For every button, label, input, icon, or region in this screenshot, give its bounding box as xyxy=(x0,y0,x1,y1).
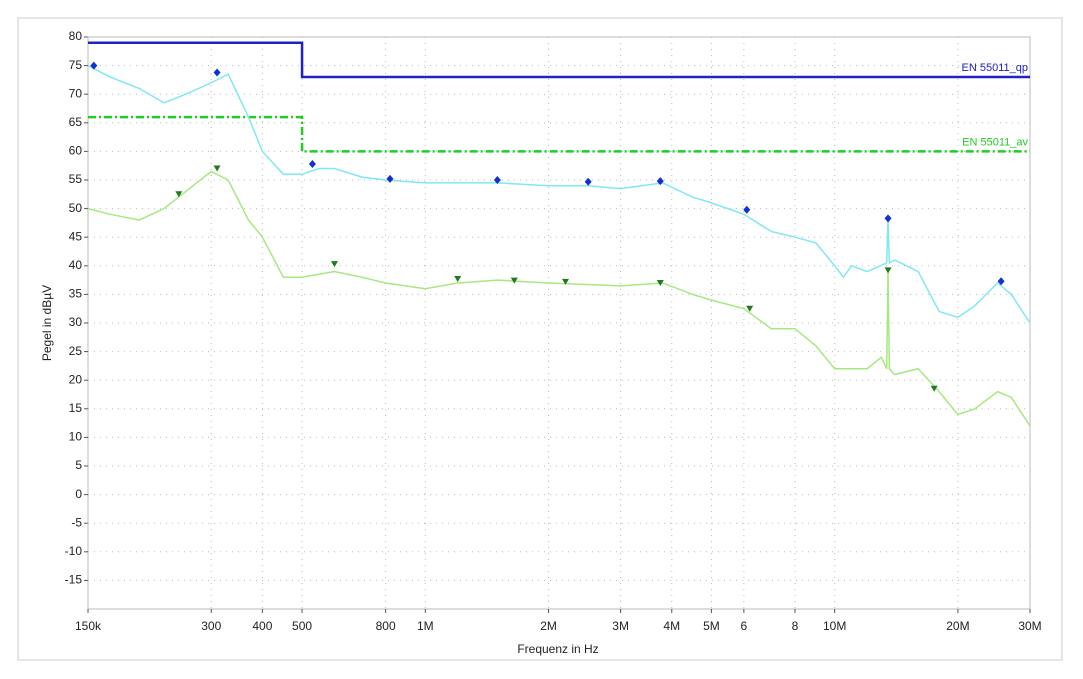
y-tick-label: -15 xyxy=(65,573,83,587)
x-tick-label: 500 xyxy=(292,619,312,633)
marker xyxy=(454,275,462,282)
y-tick-label: 40 xyxy=(69,258,83,272)
marker xyxy=(656,279,664,286)
x-tick-label: 400 xyxy=(252,619,272,633)
y-tick-label: 25 xyxy=(69,344,83,358)
y-tick-label: 20 xyxy=(69,372,83,386)
marker xyxy=(493,176,501,184)
y-tick-label: -5 xyxy=(71,515,82,529)
y-tick-label: 45 xyxy=(69,229,83,243)
x-tick-label: 3M xyxy=(612,619,629,633)
y-tick-label: 60 xyxy=(69,144,83,158)
y-tick-label: -10 xyxy=(65,544,83,558)
marker xyxy=(386,174,394,183)
series-line xyxy=(88,41,1030,79)
y-axis-label: Pegel in dBµV xyxy=(40,285,54,361)
x-tick-label: 5M xyxy=(703,619,720,633)
x-tick-label: 20M xyxy=(946,619,969,633)
x-tick-label: 300 xyxy=(201,619,221,633)
marker xyxy=(330,261,338,268)
y-tick-label: 5 xyxy=(75,458,82,472)
y-tick-label: 75 xyxy=(69,58,83,72)
x-tick-label: 800 xyxy=(376,619,396,633)
x-tick-label: 2M xyxy=(540,619,557,633)
marker xyxy=(997,277,1005,286)
y-tick-label: 15 xyxy=(69,401,83,415)
marker xyxy=(213,165,221,172)
legend-label: EN 55011_qp xyxy=(962,62,1028,74)
marker xyxy=(175,191,183,198)
x-tick-label: 8 xyxy=(792,619,799,633)
x-tick-label: 4M xyxy=(663,619,680,633)
marker xyxy=(213,68,221,77)
y-tick-label: 35 xyxy=(69,287,83,301)
x-tick-label: 30M xyxy=(1018,619,1041,633)
marker xyxy=(308,159,316,168)
x-tick-label: 150k xyxy=(75,619,102,633)
marker xyxy=(510,277,518,284)
series-line xyxy=(88,115,1030,153)
x-tick-label: 1M xyxy=(417,619,434,633)
marker xyxy=(930,385,938,392)
series-line xyxy=(87,64,1031,324)
x-axis-label: Frequenz in Hz xyxy=(517,642,598,656)
x-tick-label: 10M xyxy=(823,619,846,633)
y-tick-label: 50 xyxy=(69,201,83,215)
marker xyxy=(884,214,892,223)
y-tick-label: 10 xyxy=(69,430,83,444)
legend-label: EN 55011_av xyxy=(962,136,1028,148)
marker xyxy=(743,205,751,214)
x-tick-label: 6 xyxy=(741,619,748,633)
y-tick-label: 30 xyxy=(69,315,83,329)
marker xyxy=(561,278,569,285)
y-tick-label: 65 xyxy=(69,115,83,129)
frame xyxy=(17,17,1063,661)
marker xyxy=(746,305,754,312)
marker xyxy=(884,267,892,274)
series-line xyxy=(87,170,1031,427)
marker xyxy=(584,177,592,186)
marker xyxy=(656,177,664,186)
y-tick-label: 0 xyxy=(75,487,82,501)
y-tick-label: 80 xyxy=(69,29,83,43)
y-tick-label: 70 xyxy=(69,86,83,100)
y-tick-label: 55 xyxy=(69,172,83,186)
marker xyxy=(90,61,98,70)
